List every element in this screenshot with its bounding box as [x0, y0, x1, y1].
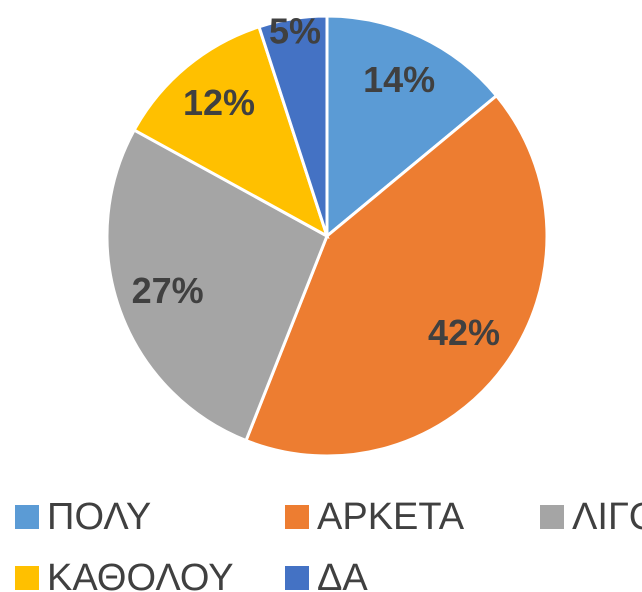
legend-label: ΠΟΛΥ [47, 496, 151, 538]
legend-label: ΚΑΘΟΛΟΥ [47, 557, 234, 592]
pie-slice [257, 14, 329, 237]
legend-label: ΑΡΚΕΤΑ [317, 496, 465, 538]
legend-swatch [285, 505, 309, 529]
legend-label: ΛΙΓΟ [572, 496, 642, 538]
data-label: 12% [183, 82, 255, 123]
data-label: 14% [363, 59, 435, 100]
pie-slice [105, 127, 329, 443]
data-label: 5% [269, 10, 321, 51]
pie-slice [244, 93, 549, 458]
data-label: 42% [428, 312, 500, 353]
pie-slice [132, 24, 330, 240]
legend-swatch [285, 566, 309, 590]
legend-swatch [15, 566, 39, 590]
legend-swatch [15, 505, 39, 529]
legend-swatch [540, 505, 564, 529]
pie-slice [325, 14, 499, 240]
data-label: 27% [132, 270, 204, 311]
legend-label: ΔΑ [317, 557, 368, 592]
